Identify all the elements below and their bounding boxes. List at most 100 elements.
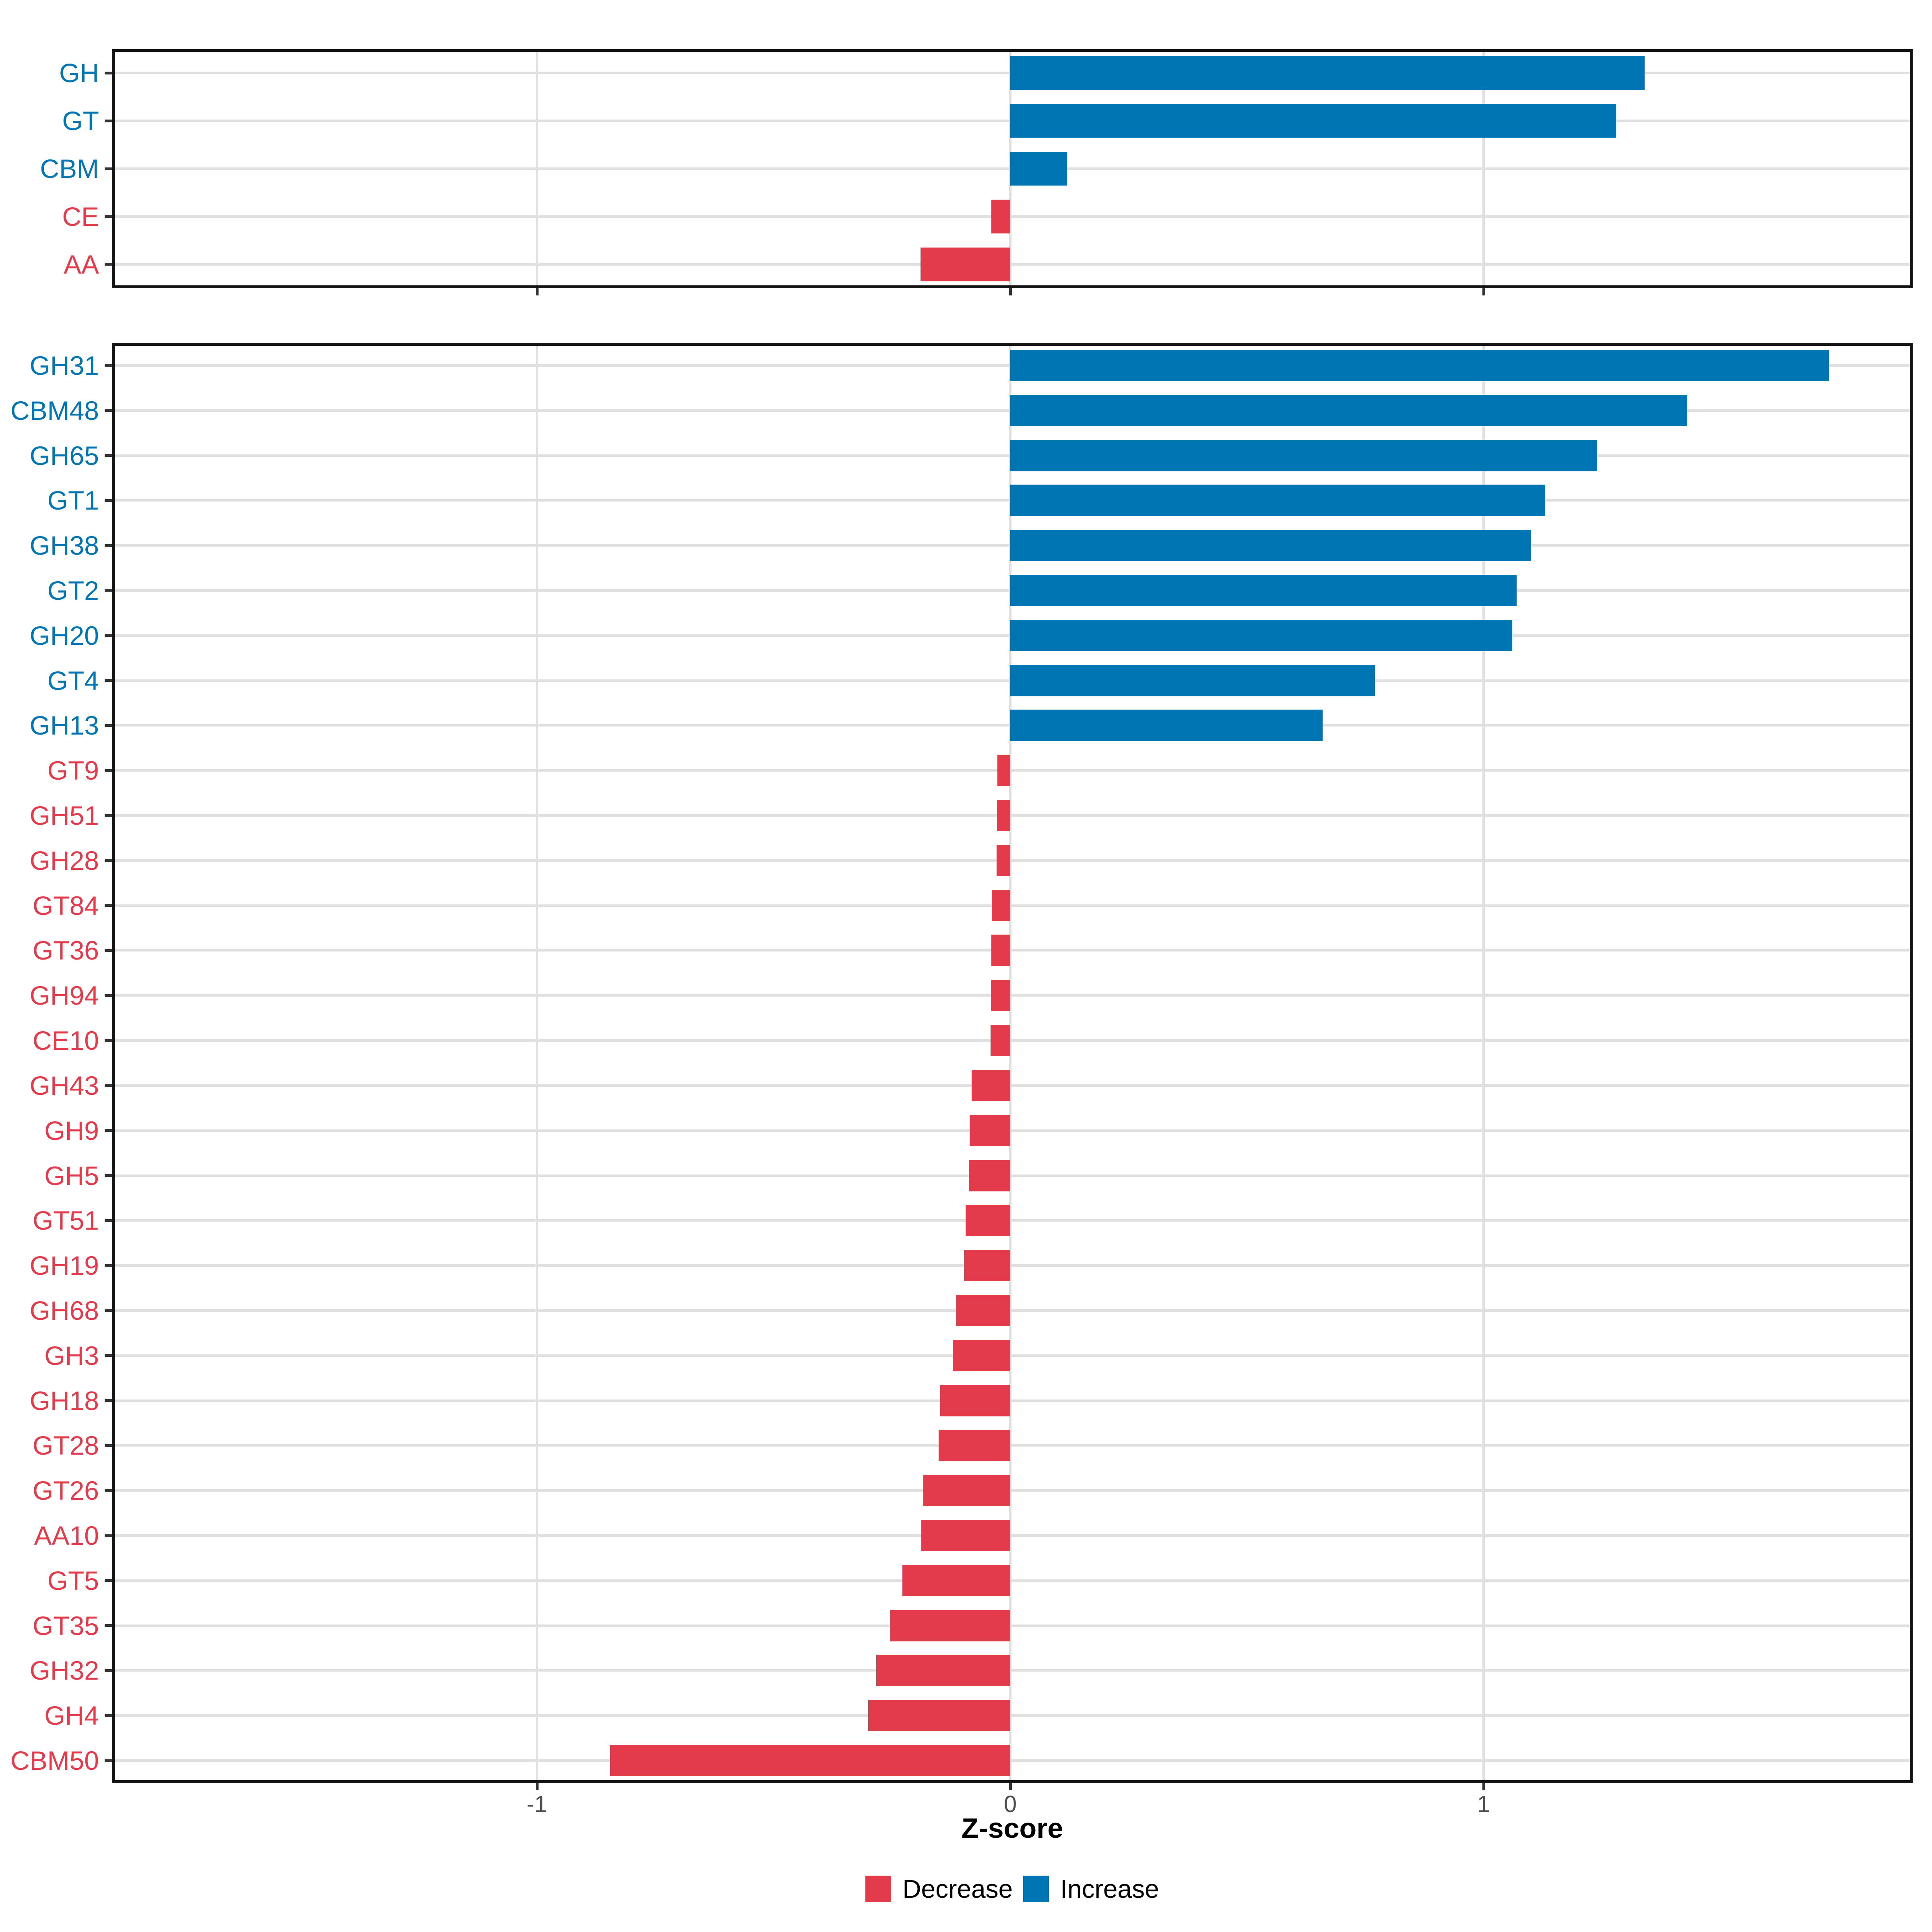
y-label-gh51: GH51 [29, 801, 99, 831]
row-gridline-gh51 [112, 814, 1913, 817]
y-tick-gt1 [105, 499, 112, 502]
row-gridline-gt28 [112, 1444, 1913, 1447]
y-label-gh18: GH18 [29, 1385, 99, 1416]
bar-gt28 [939, 1430, 1010, 1461]
bar-aa10 [921, 1520, 1010, 1552]
y-tick-cbm48 [105, 409, 112, 412]
y-tick-gt9 [105, 769, 112, 772]
y-label-gh19: GH19 [29, 1251, 99, 1281]
y-tick-ce10 [105, 1039, 112, 1042]
x-tick--1 [535, 1783, 539, 1790]
bar-gh28 [996, 844, 1010, 876]
bar-gt51 [966, 1205, 1010, 1236]
bar-gt9 [997, 755, 1010, 786]
y-label-gt9: GT9 [47, 755, 99, 786]
y-tick-cbm [105, 167, 112, 170]
y-label-cbm48: CBM48 [10, 395, 99, 425]
x-tick-1 [1482, 288, 1485, 295]
bar-gh32 [876, 1655, 1010, 1686]
bar-gt36 [991, 935, 1010, 966]
y-tick-gh3 [105, 1354, 112, 1357]
y-tick-gt36 [105, 949, 112, 952]
bar-gh38 [1010, 530, 1531, 561]
y-tick-gh13 [105, 724, 112, 727]
y-tick-gh [105, 71, 112, 74]
x-tick-label--1: -1 [526, 1791, 547, 1817]
y-label-gt26: GT26 [32, 1476, 99, 1506]
y-tick-gt51 [105, 1219, 112, 1222]
row-gridline-gh28 [112, 859, 1913, 862]
y-label-gt: GT [62, 106, 99, 136]
bar-gh68 [956, 1294, 1010, 1326]
bar-gh [1010, 56, 1645, 90]
y-label-gh94: GH94 [29, 980, 99, 1011]
y-label-aa: AA [63, 249, 99, 279]
row-gridline-gh3 [112, 1354, 1913, 1357]
y-tick-gh43 [105, 1084, 112, 1087]
y-tick-gt84 [105, 904, 112, 907]
y-tick-gt28 [105, 1444, 112, 1447]
y-tick-gh9 [105, 1129, 112, 1132]
y-label-ce: CE [62, 201, 99, 231]
y-label-gt28: GT28 [32, 1430, 99, 1461]
bar-ce [991, 199, 1010, 233]
bar-gh31 [1010, 349, 1829, 381]
legend-item-decrease: Decrease [865, 1876, 1013, 1902]
bar-gt2 [1010, 574, 1517, 606]
bar-gh20 [1010, 619, 1512, 651]
bar-gt5 [902, 1565, 1010, 1596]
y-label-gh38: GH38 [29, 530, 99, 561]
x-tick-0 [1009, 1783, 1012, 1790]
y-tick-gh19 [105, 1264, 112, 1267]
y-tick-gh68 [105, 1309, 112, 1312]
y-label-gh31: GH31 [29, 350, 99, 380]
row-gridline-gh43 [112, 1084, 1913, 1087]
bar-gh13 [1010, 710, 1323, 741]
legend: Decrease Increase [112, 1871, 1913, 1907]
y-tick-gh20 [105, 634, 112, 637]
bar-gh65 [1010, 440, 1598, 471]
row-gridline-gt51 [112, 1219, 1913, 1222]
legend-item-increase: Increase [1023, 1876, 1159, 1902]
bar-gh19 [964, 1250, 1010, 1282]
bar-ce10 [990, 1025, 1010, 1057]
y-tick-gh18 [105, 1399, 112, 1402]
bar-gt84 [992, 890, 1010, 921]
row-gridline-gt5 [112, 1579, 1913, 1582]
bar-gh5 [968, 1160, 1010, 1191]
y-label-gh4: GH4 [44, 1701, 99, 1731]
row-gridline-gt35 [112, 1624, 1913, 1627]
y-label-gh68: GH68 [29, 1295, 99, 1325]
y-tick-gt4 [105, 679, 112, 682]
bar-gh51 [997, 800, 1010, 832]
y-tick-gt35 [105, 1624, 112, 1627]
row-gridline-aa10 [112, 1534, 1913, 1537]
bar-gt35 [890, 1610, 1010, 1641]
bar-gt26 [923, 1475, 1010, 1507]
row-gridline-gh5 [112, 1174, 1913, 1177]
y-label-gt5: GT5 [47, 1565, 99, 1596]
bar-gh3 [952, 1340, 1010, 1371]
bar-gt4 [1010, 665, 1375, 696]
row-gridline-gh4 [112, 1714, 1913, 1717]
row-gridline-gt36 [112, 949, 1913, 952]
bar-gh43 [971, 1069, 1010, 1101]
y-tick-gh51 [105, 814, 112, 817]
legend-label-increase: Increase [1060, 1874, 1159, 1903]
panel-cazyme-family-detail [112, 343, 1913, 1783]
bar-gh4 [868, 1700, 1010, 1732]
y-tick-gh38 [105, 544, 112, 547]
vertical-gridline-1 [1482, 343, 1485, 1783]
y-label-gh: GH [59, 58, 99, 88]
y-label-gh28: GH28 [29, 845, 99, 875]
y-tick-gt26 [105, 1489, 112, 1492]
y-tick-ce [105, 215, 112, 218]
row-gridline-ce [112, 215, 1913, 218]
decrease-swatch-icon [865, 1876, 892, 1902]
increase-swatch-icon [1023, 1876, 1049, 1902]
y-tick-gh94 [105, 994, 112, 997]
bar-cbm50 [610, 1745, 1010, 1777]
row-gridline-gt84 [112, 904, 1913, 907]
x-tick-1 [1482, 1783, 1485, 1790]
